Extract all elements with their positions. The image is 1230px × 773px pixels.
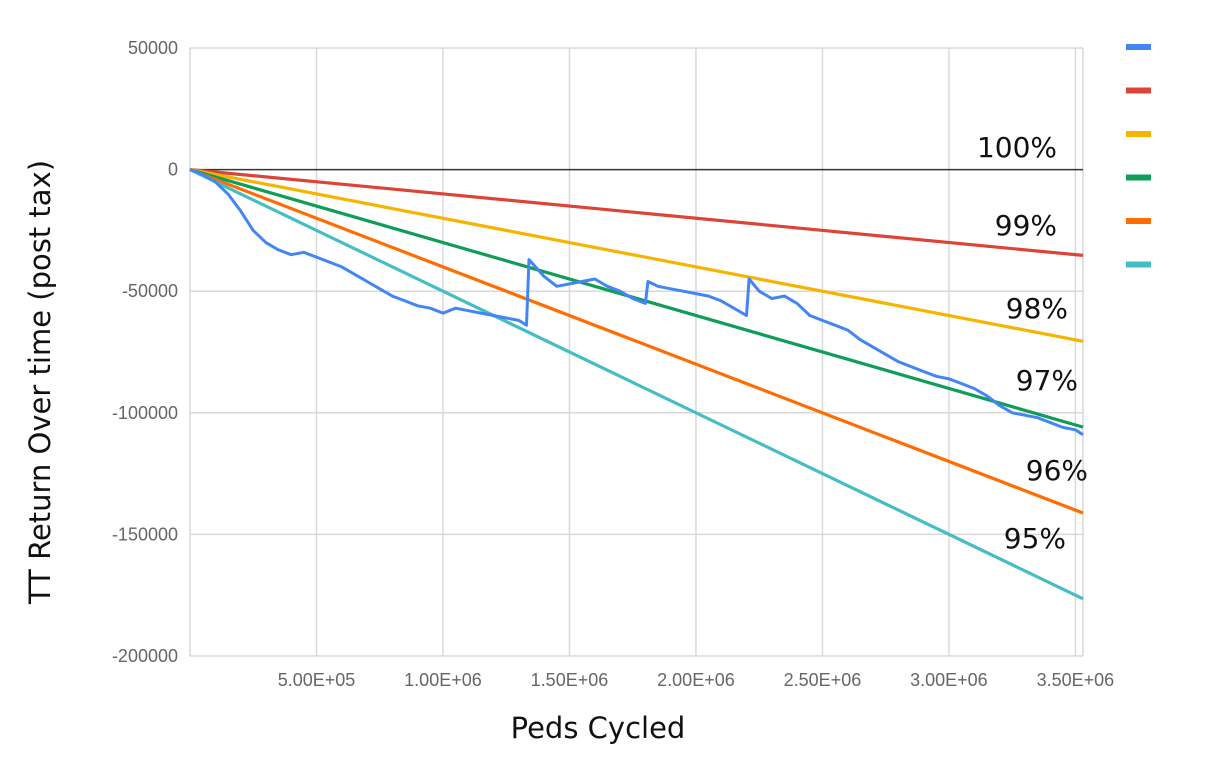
x-tick-label: 2.50E+06 <box>784 670 862 690</box>
y-tick-label: 50000 <box>128 38 178 58</box>
y-axis-title: TT Return Over time (post tax) <box>23 160 57 605</box>
percentage-label: 96% <box>1026 454 1088 487</box>
x-tick-label: 2.00E+06 <box>657 670 735 690</box>
percentage-label: 98% <box>1006 292 1068 325</box>
y-axis-tick-labels: 50000 0 -50000 -100000 -150000 -200000 <box>112 38 178 666</box>
series-line <box>189 168 1084 429</box>
series-lines <box>189 168 1084 601</box>
series-line <box>189 168 1084 515</box>
x-tick-label: 1.50E+06 <box>531 670 609 690</box>
y-tick-label: 0 <box>168 160 178 180</box>
legend-swatch <box>1126 44 1151 50</box>
percentage-label: 100% <box>977 131 1057 164</box>
legend <box>1126 44 1151 268</box>
percentage-label: 99% <box>995 209 1057 242</box>
x-axis-title: Peds Cycled <box>511 711 686 745</box>
x-tick-label: 1.00E+06 <box>404 670 482 690</box>
y-tick-label: -100000 <box>112 403 178 423</box>
legend-swatch <box>1126 87 1151 94</box>
legend-swatch <box>1126 261 1151 268</box>
y-tick-label: -150000 <box>112 524 178 544</box>
x-tick-label: 3.50E+06 <box>1037 670 1115 690</box>
percentage-labels: 100% 99% 98% 97% 96% 95% <box>977 131 1088 555</box>
legend-swatch <box>1126 174 1151 181</box>
y-tick-label: -50000 <box>122 281 178 301</box>
y-tick-label: -200000 <box>112 646 178 666</box>
series-line <box>189 168 1084 257</box>
series-line <box>189 168 1084 436</box>
series-line <box>189 168 1084 601</box>
gridlines <box>189 47 1084 657</box>
series-line <box>189 168 1084 343</box>
x-tick-label: 5.00E+05 <box>278 670 356 690</box>
x-tick-label: 3.00E+06 <box>910 670 988 690</box>
percentage-label: 95% <box>1004 522 1066 555</box>
percentage-label: 97% <box>1016 364 1078 397</box>
x-axis-tick-labels: 5.00E+05 1.00E+06 1.50E+06 2.00E+06 2.50E+06… <box>278 670 1115 690</box>
legend-swatch <box>1126 218 1151 224</box>
legend-swatch <box>1126 131 1151 137</box>
